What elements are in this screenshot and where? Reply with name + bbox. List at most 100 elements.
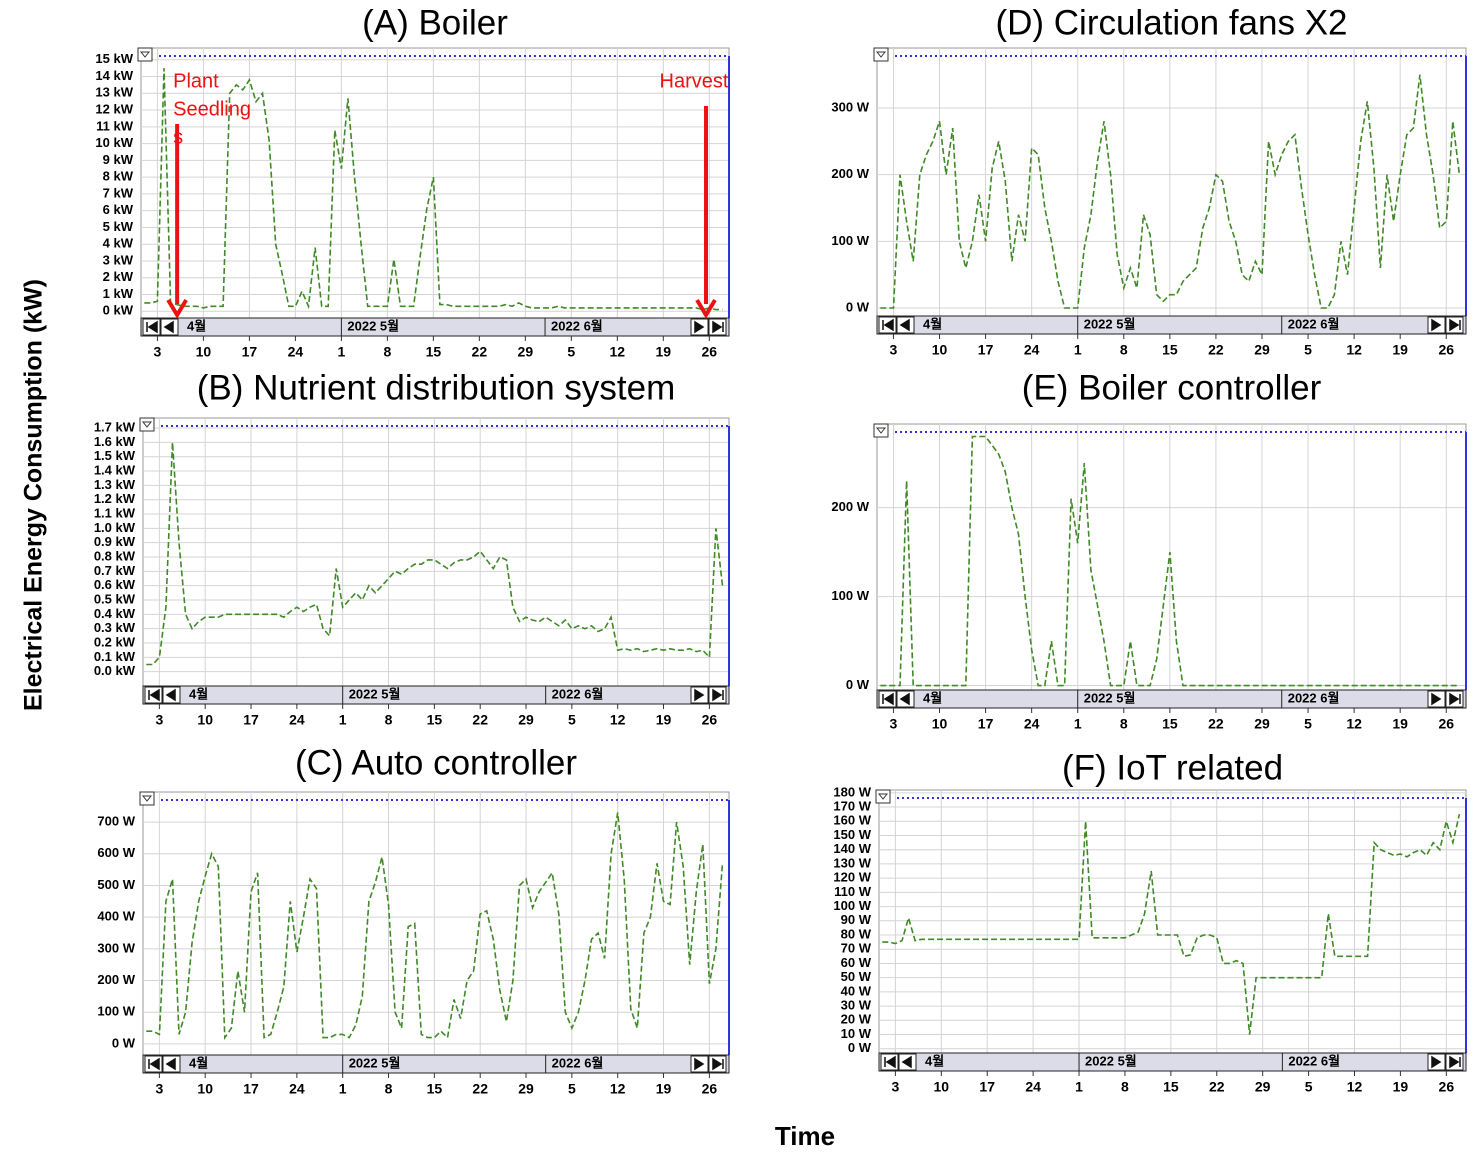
y-tick-label: 12 kW [95, 101, 133, 116]
data-line [880, 74, 1461, 309]
x-tick-label: 22 [472, 712, 488, 728]
x-tick-label: 5 [1304, 716, 1312, 732]
panel-title: (B) Nutrient distribution system [197, 368, 675, 407]
y-tick-label: 1 kW [103, 286, 134, 301]
plot-area [876, 47, 1467, 317]
y-tick-label: 6 kW [103, 202, 134, 217]
x-tick-label: 26 [1439, 1079, 1455, 1095]
y-tick-label: 0 W [848, 1040, 872, 1055]
y-tick-label: 1.4 kW [94, 462, 136, 477]
annotation-arrowhead [695, 298, 717, 319]
plot-area [142, 791, 730, 1056]
x-tick-label: 26 [702, 344, 718, 360]
scroll-bar [876, 315, 1467, 335]
plot-area [142, 417, 730, 687]
x-tick-label: 24 [1024, 716, 1040, 732]
scroll-button-icon [882, 318, 894, 332]
y-tick-label: 100 W [97, 1004, 135, 1019]
panel: (C) Auto controller 0 W 100 W 200 W 300 W 400… [97, 743, 730, 1097]
y-tick-label: 0.1 kW [94, 649, 136, 664]
y-tick-label: 150 W [833, 827, 871, 842]
x-tick-label: 3 [891, 1079, 899, 1095]
dropdown [873, 47, 889, 62]
x-tick-label: 26 [702, 712, 718, 728]
x-tick-label: 1 [339, 712, 347, 728]
x-tick-label: 29 [1254, 716, 1270, 732]
y-tick-label: 15 kW [95, 51, 133, 66]
x-tick-label: 3 [155, 712, 163, 728]
month-label: 2022 6월 [1288, 1053, 1340, 1068]
y-tick-label: 160 W [833, 813, 871, 828]
x-tick-label: 10 [196, 344, 212, 360]
month-label: 4월 [923, 316, 942, 331]
panel-title: (D) Circulation fans X2 [995, 3, 1347, 42]
y-tick-label: 4 kW [103, 236, 134, 251]
y-tick-label: 130 W [833, 855, 871, 870]
y-tick-label: 3 kW [103, 252, 134, 267]
scroll-button-icon [1431, 1055, 1442, 1069]
y-tick-label: 300 W [831, 99, 869, 114]
y-tick-label: 0 W [112, 1035, 136, 1050]
y-tick-label: 0.9 kW [94, 534, 136, 549]
x-tick-label: 19 [1393, 1079, 1409, 1095]
x-tick-label: 10 [932, 342, 948, 358]
y-tick-label: 700 W [97, 814, 135, 829]
y-tick-label: 80 W [841, 926, 872, 941]
x-tick-label: 17 [979, 1079, 995, 1095]
scroll-button-icon [1449, 1055, 1461, 1069]
x-tick-label: 10 [934, 1079, 950, 1095]
x-tick-label: 12 [1347, 1079, 1363, 1095]
data-line [146, 812, 724, 1041]
x-tick-label: 15 [427, 712, 443, 728]
x-tick-label: 17 [978, 342, 994, 358]
scroll-bar [142, 1054, 730, 1074]
y-tick-label: 13 kW [95, 85, 133, 100]
annotation-text: Plant [173, 70, 219, 92]
y-tick-label: 180 W [833, 784, 871, 799]
scroll-button-icon [1431, 692, 1442, 706]
scroll-button-icon [1431, 318, 1442, 332]
scroll-bar [876, 689, 1467, 709]
y-tick-label: 20 W [841, 1012, 872, 1027]
scroll-button-icon [148, 1057, 160, 1071]
y-tick-label: 100 W [831, 588, 869, 603]
y-tick-label: 100 W [833, 898, 871, 913]
x-tick-label: 8 [1120, 342, 1128, 358]
y-tick-label: 1.5 kW [94, 448, 136, 463]
panel-title: (E) Boiler controller [1022, 368, 1322, 407]
month-label: 2022 6월 [551, 318, 603, 333]
x-tick-label: 22 [1209, 1079, 1225, 1095]
x-tick-label: 29 [518, 1081, 534, 1097]
x-tick-label: 3 [155, 1081, 163, 1097]
x-tick-label: 10 [932, 716, 948, 732]
scroll-button-icon [163, 320, 174, 334]
dropdown-arrow [141, 421, 153, 428]
y-tick-label: 110 W [834, 884, 872, 899]
month-label: 4월 [925, 1053, 944, 1068]
y-tick-label: 1.0 kW [94, 520, 136, 535]
dropdown-arrow [875, 427, 887, 434]
y-tick-label: 1.1 kW [94, 505, 136, 520]
x-tick-label: 1 [1075, 1079, 1083, 1095]
x-tick-label: 8 [385, 712, 393, 728]
y-tick-label: 140 W [833, 841, 871, 856]
x-tick-label: 5 [568, 712, 576, 728]
dropdown-arrow [139, 51, 151, 58]
x-tick-label: 24 [289, 712, 305, 728]
dropdown [137, 47, 153, 62]
y-tick-label: 0 kW [103, 303, 134, 318]
x-tick-label: 15 [426, 344, 442, 360]
y-tick-label: 60 W [841, 955, 872, 970]
plot-area [878, 789, 1467, 1054]
month-label: 2022 6월 [552, 686, 604, 701]
y-tick-label: 0.5 kW [94, 591, 136, 606]
scroll-bar [142, 685, 730, 705]
scroll-button-icon [146, 320, 158, 334]
data-line [882, 814, 1461, 1035]
x-tick-label: 19 [1392, 342, 1408, 358]
y-tick-label: 120 W [833, 870, 871, 885]
y-tick-label: 10 kW [95, 135, 133, 150]
x-tick-label: 5 [1305, 1079, 1313, 1095]
panel-title: (C) Auto controller [295, 743, 577, 782]
